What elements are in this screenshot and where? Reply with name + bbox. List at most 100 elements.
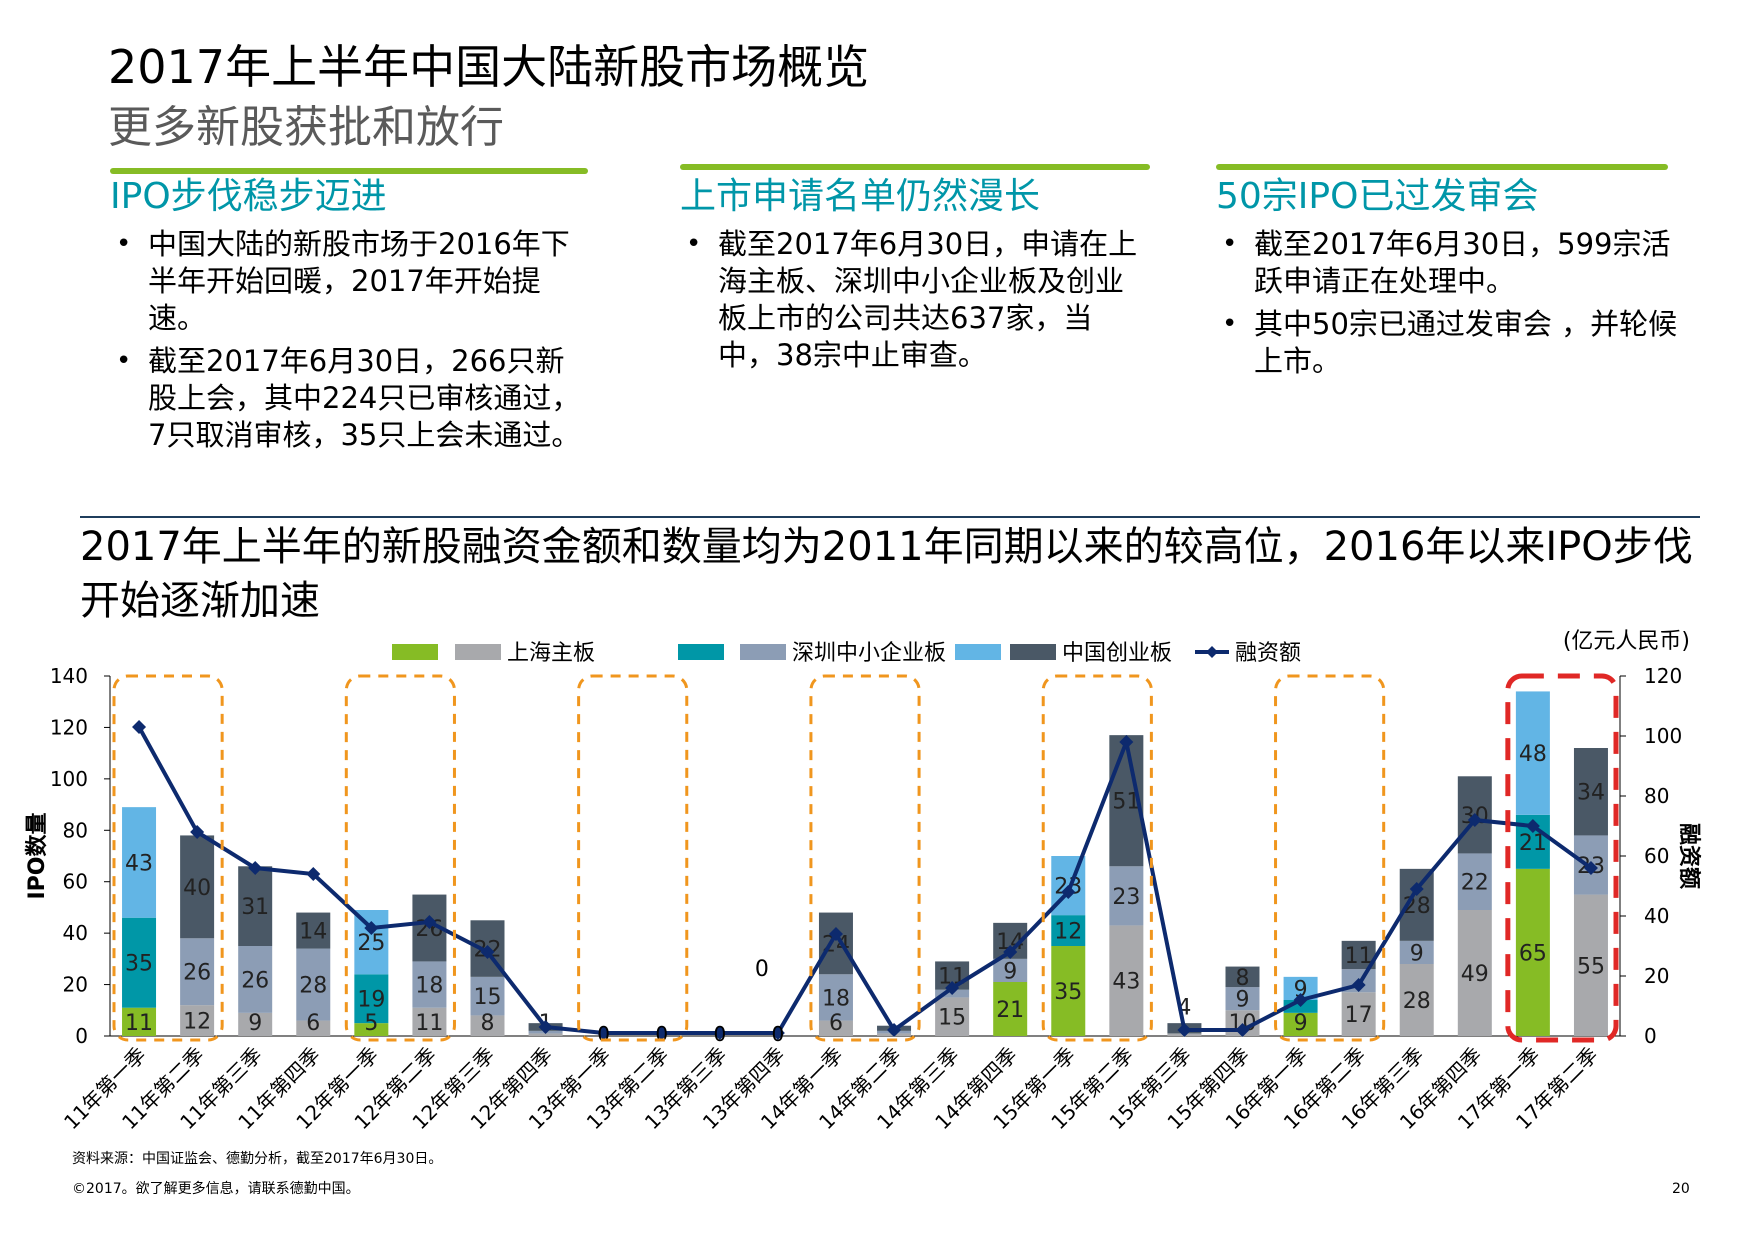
highlight-box bbox=[344, 674, 456, 1042]
financing-point bbox=[1409, 882, 1424, 896]
y2-tick-label: 100 bbox=[1644, 724, 1682, 748]
bar-value-label: 6 bbox=[829, 1011, 843, 1036]
financing-point bbox=[828, 927, 843, 941]
financing-point bbox=[654, 1026, 669, 1040]
bar-value-label: 12 bbox=[1054, 920, 1082, 945]
bar-segment bbox=[818, 912, 853, 975]
bar-value-label: 28 bbox=[299, 974, 327, 999]
y2-tick-label: 20 bbox=[1644, 964, 1669, 988]
bar-value-label: 18 bbox=[822, 986, 850, 1011]
legend-swatch bbox=[740, 644, 786, 660]
y2-tick-label: 120 bbox=[1644, 664, 1682, 688]
highlight-box bbox=[809, 674, 921, 1042]
bar-segment bbox=[122, 807, 157, 918]
financing-point bbox=[596, 1026, 611, 1040]
financing-point bbox=[770, 1026, 785, 1040]
bar-value-label: 8 bbox=[481, 1011, 495, 1036]
bar-segment bbox=[1515, 691, 1550, 815]
financing-point bbox=[887, 1023, 902, 1037]
bar-segment bbox=[296, 948, 331, 1021]
highlight-box bbox=[577, 674, 689, 1042]
financing-point bbox=[1235, 1023, 1250, 1037]
bar-segment bbox=[122, 1007, 157, 1036]
bar-value-label: 35 bbox=[1054, 980, 1082, 1005]
column-heading: 50宗IPO已过发审会 bbox=[1216, 176, 1539, 217]
bullet-item: 截至2017年6月30日，266只新股上会，其中224只已审核通过， 7只取消审… bbox=[116, 343, 590, 454]
financing-zero-label: 0 bbox=[755, 957, 769, 982]
bar-value-label: 26 bbox=[183, 961, 211, 986]
bar-value-label: 9 bbox=[1294, 977, 1308, 1002]
bar-segment bbox=[1283, 976, 1318, 1000]
bar-segment bbox=[238, 946, 273, 1013]
financing-point-label: 0 bbox=[713, 1022, 726, 1046]
financing-point-label: 0 bbox=[655, 1022, 668, 1046]
bar-segment bbox=[296, 912, 331, 949]
bar-value-label: 18 bbox=[415, 974, 443, 999]
bar-value-label: 9 bbox=[1294, 1011, 1308, 1036]
financing-point bbox=[306, 867, 321, 881]
legend-label: 上海主板 bbox=[507, 641, 595, 666]
financing-point bbox=[538, 1020, 553, 1034]
bar-segment bbox=[1515, 868, 1550, 1036]
legend-label: 深圳中小企业板 bbox=[792, 641, 946, 666]
financing-point bbox=[1525, 819, 1540, 833]
green-rule-1 bbox=[110, 168, 588, 174]
bar-segment bbox=[1109, 866, 1144, 926]
bar-value-label: 5 bbox=[364, 1011, 378, 1036]
unit-note: (亿元人民币) bbox=[1563, 629, 1690, 654]
column-heading: 上市申请名单仍然漫长 bbox=[680, 176, 1041, 217]
bar-segment bbox=[1573, 748, 1608, 836]
bar-value-label: 23 bbox=[1112, 885, 1140, 910]
bar-segment bbox=[818, 974, 853, 1021]
bar-value-label: 43 bbox=[125, 851, 153, 876]
financing-point bbox=[1003, 945, 1018, 959]
financing-point bbox=[1061, 885, 1076, 899]
bar-value-label: 12 bbox=[183, 1010, 211, 1035]
bar-value-label: 15 bbox=[474, 985, 502, 1010]
bullet-item: 截至2017年6月30日，申请在上海主板、深圳中小企业板及创业板上市的公司共达6… bbox=[686, 226, 1150, 374]
bar-value-label: 40 bbox=[183, 876, 211, 901]
y-tick-label: 120 bbox=[50, 715, 88, 739]
financing-point bbox=[1177, 1023, 1192, 1037]
legend-line-marker bbox=[1206, 646, 1218, 658]
financing-point bbox=[190, 825, 205, 839]
y2-axis-label: 融资额 bbox=[1676, 823, 1701, 889]
highlight-box bbox=[1041, 674, 1153, 1042]
bar-value-label: 9 bbox=[1003, 959, 1017, 984]
y-tick-label: 20 bbox=[63, 973, 88, 997]
financing-point bbox=[945, 981, 960, 995]
bar-value-label: 15 bbox=[938, 1006, 966, 1031]
y-axis-label: IPO数量 bbox=[24, 812, 50, 899]
bar-value-label: 55 bbox=[1577, 954, 1605, 979]
legend-label: 融资额 bbox=[1235, 641, 1301, 666]
financing-line bbox=[137, 726, 1593, 1035]
bar-value-label: 25 bbox=[357, 931, 385, 956]
bar-value-label: 48 bbox=[1519, 742, 1547, 767]
bar-segment bbox=[354, 974, 389, 1024]
y-tick-label: 80 bbox=[63, 818, 88, 842]
bar-value-label: 21 bbox=[996, 998, 1024, 1023]
financing-point bbox=[1293, 993, 1308, 1007]
highlight-box bbox=[112, 674, 224, 1042]
bar-segment bbox=[412, 1007, 447, 1036]
y2-tick-label: 0 bbox=[1644, 1024, 1657, 1048]
bar-value-label: 14 bbox=[299, 920, 327, 945]
column-heading: IPO步伐稳步迈进 bbox=[110, 176, 387, 217]
bar-segment bbox=[354, 910, 389, 975]
bar-value-label: 65 bbox=[1519, 941, 1547, 966]
bar-segment bbox=[180, 1005, 215, 1036]
bar-value-label: 34 bbox=[1577, 781, 1605, 806]
page-subtitle: 更多新股获批和放行 bbox=[108, 102, 504, 153]
bar-value-label: 9 bbox=[1410, 941, 1424, 966]
bullet-item: 截至2017年6月30日，599宗活跃申请正在处理中。 bbox=[1222, 226, 1680, 300]
bar-value-label: 11 bbox=[415, 1011, 443, 1036]
y-tick-label: 60 bbox=[63, 870, 88, 894]
financing-point bbox=[1351, 978, 1366, 992]
bar-segment bbox=[1283, 1012, 1318, 1036]
bar-segment bbox=[993, 958, 1028, 982]
bar-segment bbox=[1457, 910, 1492, 1036]
bar-segment bbox=[354, 1023, 389, 1036]
bar-segment bbox=[1051, 915, 1086, 946]
legend-swatch bbox=[678, 644, 724, 660]
copyright-note: ©2017。欲了解更多信息，请联系德勤中国。 bbox=[72, 1181, 360, 1197]
